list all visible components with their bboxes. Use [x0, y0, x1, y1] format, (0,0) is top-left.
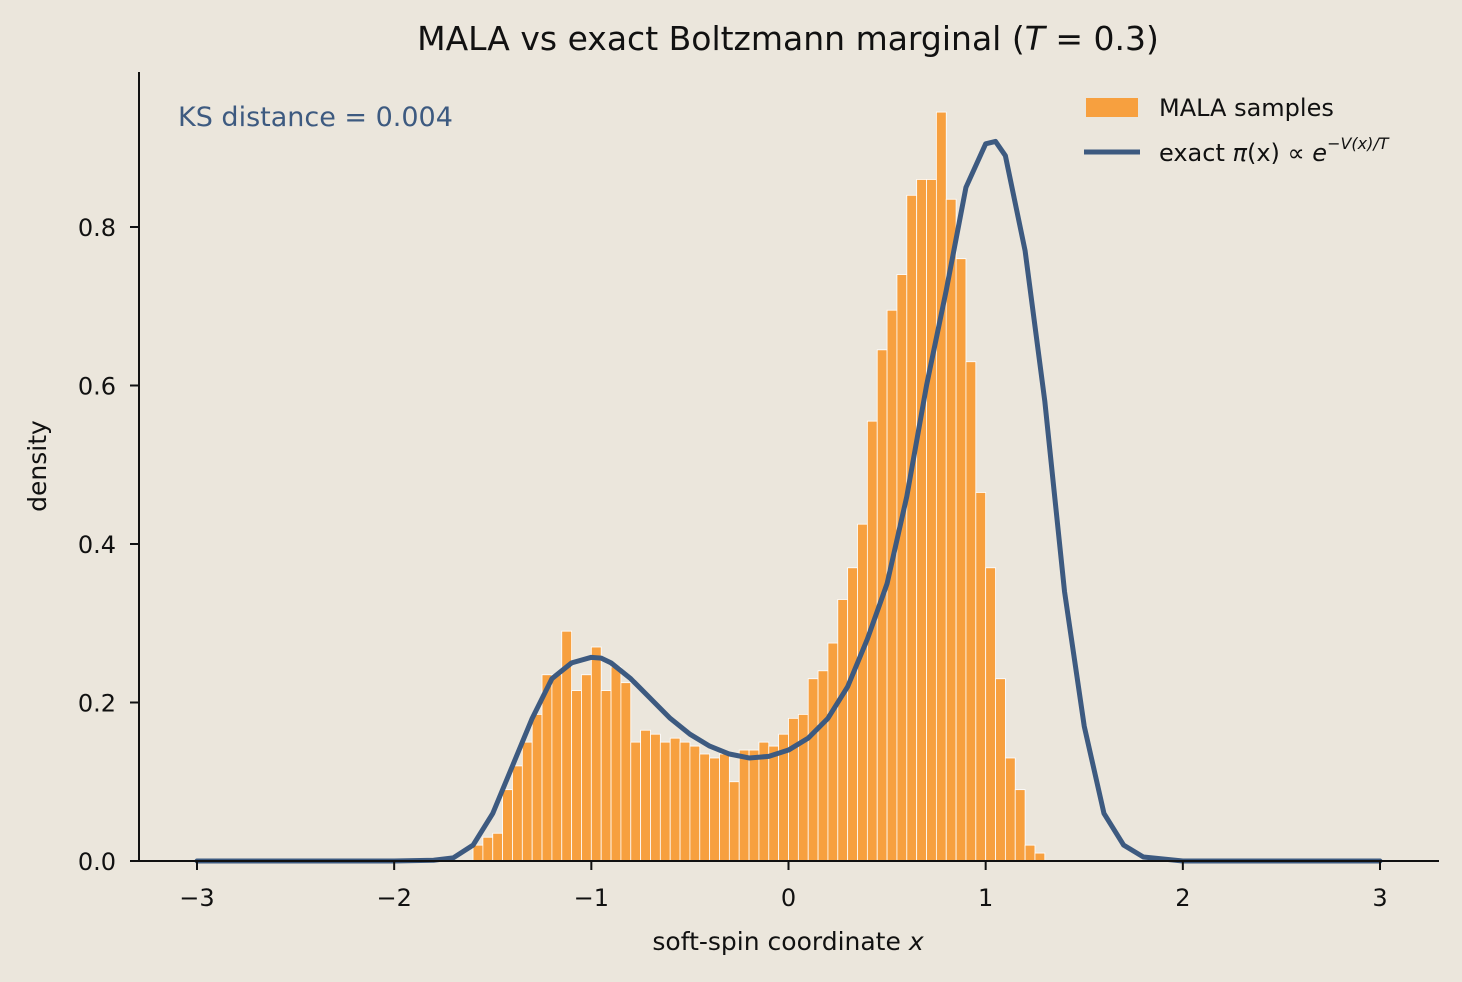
histogram-bar [590, 646, 602, 862]
histogram-bar [512, 765, 523, 862]
x-axis-label: soft-spin coordinate x [652, 927, 923, 956]
histogram-bar [650, 733, 661, 862]
histogram-bar [926, 179, 937, 862]
histogram-bar [975, 492, 987, 862]
histogram-bar [719, 753, 730, 862]
histogram-bar [916, 179, 927, 862]
y-tick-label: 0.4 [78, 531, 116, 559]
legend: MALA samples exact π(x) ∝ e−V(x)/T [1084, 94, 1390, 167]
histogram-bar [896, 274, 908, 862]
histogram-bar [640, 729, 651, 862]
histogram-bar [679, 741, 691, 862]
histogram-bar [472, 844, 484, 862]
x-axis-ticks: −3 −2 −1 0 1 2 3 [179, 861, 1388, 912]
histogram-bar [689, 745, 701, 862]
x-tick-label: −2 [376, 884, 411, 912]
histogram-bar [817, 670, 829, 862]
histogram-bar [521, 741, 533, 862]
y-axis-ticks: 0.0 0.2 0.4 0.6 0.8 [78, 214, 139, 876]
x-tick-label: −1 [574, 884, 609, 912]
histogram-bar [1024, 844, 1036, 862]
histogram-bar [748, 749, 760, 862]
histogram-bar [531, 713, 543, 862]
histogram-bar [571, 690, 582, 862]
histogram-bar [610, 666, 622, 862]
histogram-bar [1034, 852, 1046, 862]
y-tick-label: 0.2 [78, 690, 116, 718]
histogram-bar [788, 717, 799, 862]
histogram-bar [492, 832, 504, 862]
histogram-bar [600, 690, 612, 862]
histogram-bar [945, 198, 957, 862]
x-tick-label: 1 [978, 884, 993, 912]
histogram-bar [995, 678, 1006, 862]
histogram-bar [847, 567, 858, 862]
histogram-bar [1004, 757, 1016, 862]
histogram-bar [738, 749, 750, 862]
histogram-bar [699, 753, 711, 862]
histogram-bar [581, 674, 592, 862]
ks-distance-annotation: KS distance = 0.004 [178, 102, 453, 133]
x-tick-label: 3 [1372, 884, 1387, 912]
x-tick-label: 0 [781, 884, 796, 912]
histogram-bar [955, 258, 967, 862]
histogram-bar [1014, 789, 1026, 862]
histogram-bar [541, 674, 553, 862]
histogram-bar [728, 781, 740, 862]
histogram-bar [630, 741, 642, 862]
histogram-bar [502, 789, 513, 862]
histogram-bar [620, 682, 632, 862]
legend-label-histogram: MALA samples [1159, 94, 1334, 122]
histogram-bar [965, 361, 977, 862]
histogram-bar [709, 757, 720, 862]
y-tick-label: 0.6 [78, 373, 116, 401]
x-tick-label: 2 [1175, 884, 1190, 912]
histogram-bar [669, 737, 681, 862]
histogram-bar [659, 741, 671, 862]
y-tick-label: 0.8 [78, 214, 116, 242]
legend-swatch-histogram [1086, 98, 1138, 117]
histogram-bar [985, 567, 996, 862]
histogram-bar [482, 836, 494, 862]
histogram-bar [935, 111, 947, 862]
histogram-bar [827, 642, 839, 862]
histogram-bar [807, 678, 819, 862]
y-axis-label: density [23, 420, 52, 512]
histogram-bar [906, 194, 918, 862]
exact-density-curve [194, 138, 1383, 864]
histogram-bar [837, 599, 849, 862]
histogram-bar [551, 674, 563, 862]
histogram-bar [768, 745, 780, 862]
histogram-bar [857, 523, 868, 862]
chart-title: MALA vs exact Boltzmann marginal (T = 0.… [417, 19, 1159, 58]
legend-label-curve: exact π(x) ∝ e−V(x)/T [1159, 134, 1390, 167]
histogram-bar [758, 741, 770, 862]
y-tick-label: 0.0 [78, 848, 116, 876]
x-tick-label: −3 [179, 884, 214, 912]
